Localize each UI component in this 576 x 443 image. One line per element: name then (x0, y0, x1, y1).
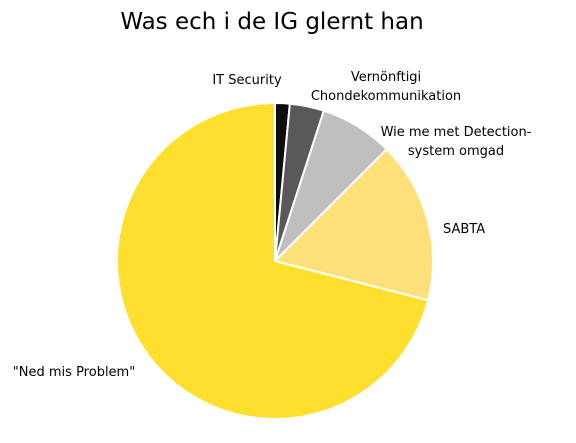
pie-slice (116, 102, 430, 420)
slice-label-line: SABTA (443, 222, 485, 237)
pie-slice (274, 148, 434, 302)
slice-label: SABTA (443, 222, 485, 237)
chart-title: Was ech i de IG glernt han (120, 9, 423, 35)
slice-labels: IT Security Vernönftigi Chondekommunikatio… (13, 70, 532, 380)
slice-label: IT Security (212, 73, 282, 88)
slice-label: "Ned mis Problem" (13, 365, 135, 380)
slice-label-line: system omgad (408, 144, 504, 159)
slice-label-line: IT Security (212, 73, 282, 88)
slice-label-line: "Ned mis Problem" (13, 365, 135, 380)
pie-slices (116, 101, 434, 420)
slice-label: Wie me met Detection-system omgad (381, 125, 532, 159)
slice-label-line: Wie me met Detection- (381, 125, 532, 140)
slice-label-line: Vernönftigi (351, 70, 421, 85)
slice-label: Vernönftigi Chondekommunikation (311, 70, 461, 104)
slice-label-line: Chondekommunikation (311, 89, 461, 104)
